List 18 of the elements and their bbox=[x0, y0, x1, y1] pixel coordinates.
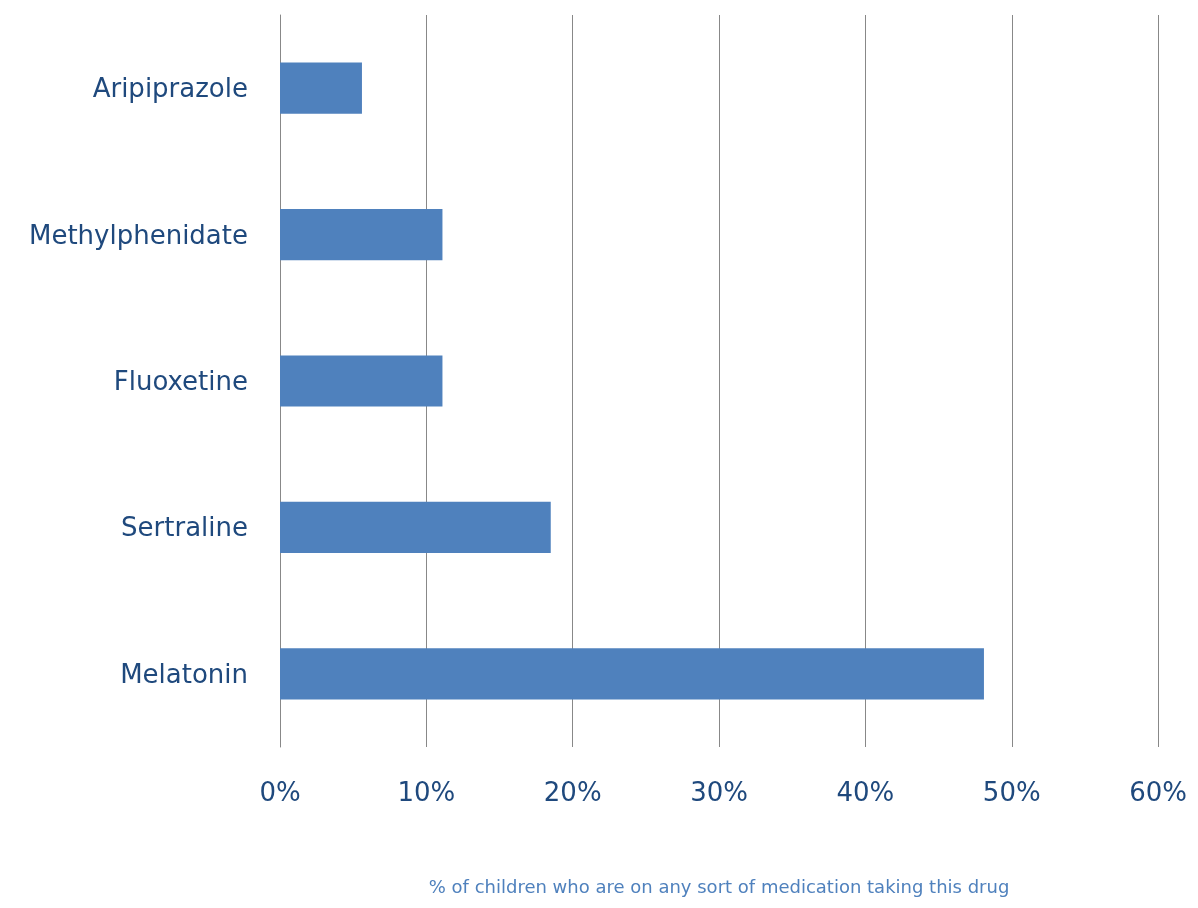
bar bbox=[280, 648, 984, 700]
y-tick-label: Melatonin bbox=[120, 658, 248, 689]
x-tick-label: 40% bbox=[836, 777, 895, 807]
x-tick-label: 30% bbox=[690, 777, 748, 807]
x-tick-label: 0% bbox=[259, 777, 301, 807]
x-axis-title: % of children who are on any sort of medication taking this drug bbox=[428, 875, 1010, 897]
y-tick-label: Sertraline bbox=[121, 512, 248, 543]
y-tick-label: Fluoxetine bbox=[113, 366, 248, 396]
x-tick-label: 60% bbox=[1129, 777, 1187, 807]
bar bbox=[280, 355, 443, 407]
bar bbox=[280, 501, 551, 554]
x-tick-label: 10% bbox=[397, 777, 456, 807]
bar bbox=[280, 62, 362, 114]
y-tick-label: Methylphenidate bbox=[28, 219, 248, 250]
x-tick-label: 50% bbox=[982, 777, 1041, 807]
bar bbox=[280, 208, 443, 261]
y-tick-label: Aripiprazole bbox=[92, 73, 248, 104]
x-tick-label: 20% bbox=[543, 777, 602, 807]
